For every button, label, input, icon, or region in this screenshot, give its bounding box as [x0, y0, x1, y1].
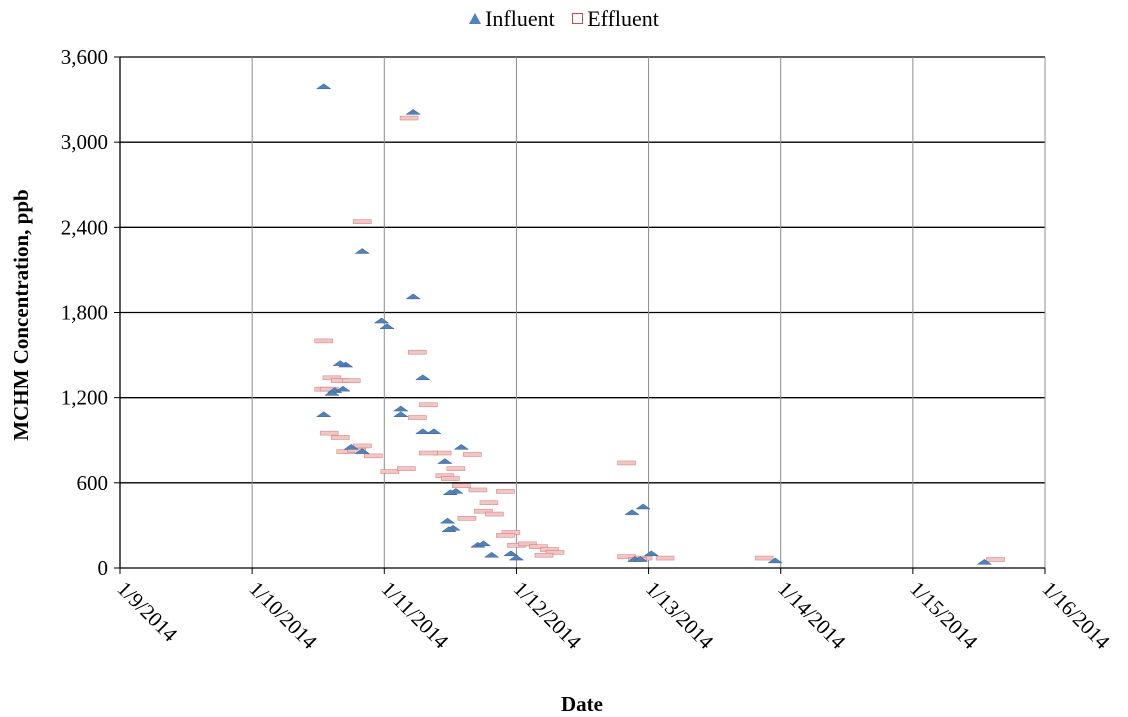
effluent-point: [655, 555, 675, 561]
y-tick-label: 1,800: [61, 301, 108, 325]
x-tick-label: 1/15/2014: [905, 577, 983, 655]
x-tick-label: 1/12/2014: [509, 577, 587, 655]
effluent-point: [397, 466, 416, 471]
y-tick-label: 0: [98, 556, 109, 580]
effluent-point: [441, 476, 460, 481]
legend-item-effluent: Effluent: [572, 6, 659, 32]
influent-point: [332, 360, 349, 366]
influent-point: [415, 374, 431, 381]
effluent-point: [319, 430, 339, 436]
influent-point: [437, 458, 453, 464]
effluent-point: [363, 453, 383, 459]
effluent-point: [518, 541, 537, 547]
influent-point: [767, 557, 783, 564]
effluent-point: [534, 552, 554, 558]
influent-point: [405, 293, 421, 300]
grid-lines: [120, 56, 1046, 568]
effluent-point: [408, 349, 427, 355]
influent-point: [393, 405, 409, 412]
influent-point: [508, 554, 525, 561]
effluent-point: [399, 115, 419, 121]
influent-point: [373, 317, 390, 324]
influent-point: [483, 551, 500, 558]
axes: 0 600 1,200 1,800 2,400 3,000 3,600 1/9/2014 1/1…: [61, 45, 1115, 654]
influent-point: [315, 411, 332, 417]
influent-point: [632, 556, 649, 562]
influent-point: [441, 526, 457, 532]
influent-point: [503, 550, 519, 557]
x-tick-label: 1/10/2014: [245, 577, 323, 655]
influent-point: [379, 323, 395, 329]
effluent-point: [408, 415, 427, 420]
effluent-point: [485, 511, 504, 517]
effluent-point: [468, 487, 488, 493]
influent-point: [393, 411, 409, 417]
legend-label-influent: Influent: [485, 5, 555, 31]
x-tick-label: 1/13/2014: [641, 577, 719, 655]
effluent-point: [529, 544, 548, 550]
y-tick-label: 1,200: [61, 386, 108, 410]
effluent-point: [457, 516, 477, 521]
y-axis-label: MCHM Concentration, ppb: [9, 189, 33, 440]
influent-point: [976, 559, 993, 565]
effluent-point: [496, 489, 515, 494]
effluent-point: [986, 557, 1005, 562]
effluent-point: [419, 450, 438, 456]
effluent-point: [330, 435, 350, 440]
effluent-point: [545, 550, 565, 555]
y-tick-label: 3,600: [61, 45, 108, 69]
influent-point: [635, 503, 651, 510]
effluent-point: [352, 219, 372, 224]
x-axis-label: Date: [561, 692, 603, 716]
influent-point: [354, 248, 371, 254]
influent-point: [453, 444, 470, 450]
influent-point: [354, 448, 371, 454]
influent-points: [315, 83, 993, 565]
effluent-point: [319, 386, 339, 392]
effluent-point: [452, 483, 471, 488]
effluent-point: [419, 402, 438, 408]
x-tick-label: 1/11/2014: [377, 577, 454, 654]
influent-point: [442, 489, 459, 496]
x-tick-label: 1/16/2014: [1037, 577, 1115, 655]
effluent-point: [479, 500, 499, 506]
effluent-point: [496, 533, 515, 538]
effluent-point: [341, 378, 361, 383]
x-tick-label: 1/9/2014: [112, 577, 182, 647]
influent-point: [315, 83, 332, 90]
effluent-point: [474, 508, 493, 514]
influent-point: [426, 428, 442, 434]
effluent-points: [314, 115, 1005, 562]
effluent-point: [314, 338, 334, 344]
y-tick-label: 600: [77, 471, 109, 495]
x-tick-label: 1/14/2014: [773, 577, 851, 655]
triangle-marker-icon: [469, 13, 482, 24]
effluent-point: [446, 466, 466, 471]
influent-point: [475, 540, 492, 547]
square-marker-icon: [572, 13, 584, 24]
influent-point: [439, 517, 456, 524]
influent-point: [324, 390, 340, 396]
influent-point: [415, 428, 431, 434]
influent-point: [335, 385, 351, 392]
legend-item-influent: Influent: [469, 6, 555, 32]
influent-point: [405, 109, 421, 115]
effluent-point: [754, 555, 774, 561]
effluent-point: [352, 443, 372, 449]
legend-label-effluent: Effluent: [587, 5, 659, 31]
effluent-point: [463, 452, 482, 457]
influent-point: [624, 509, 640, 515]
influent-point: [343, 444, 360, 450]
legend: Influent Effluent: [0, 4, 1128, 32]
y-tick-label: 2,400: [61, 215, 108, 239]
influent-point: [643, 550, 660, 557]
effluent-point: [617, 460, 636, 466]
y-tick-label: 3,000: [61, 130, 108, 154]
effluent-point: [380, 469, 400, 474]
